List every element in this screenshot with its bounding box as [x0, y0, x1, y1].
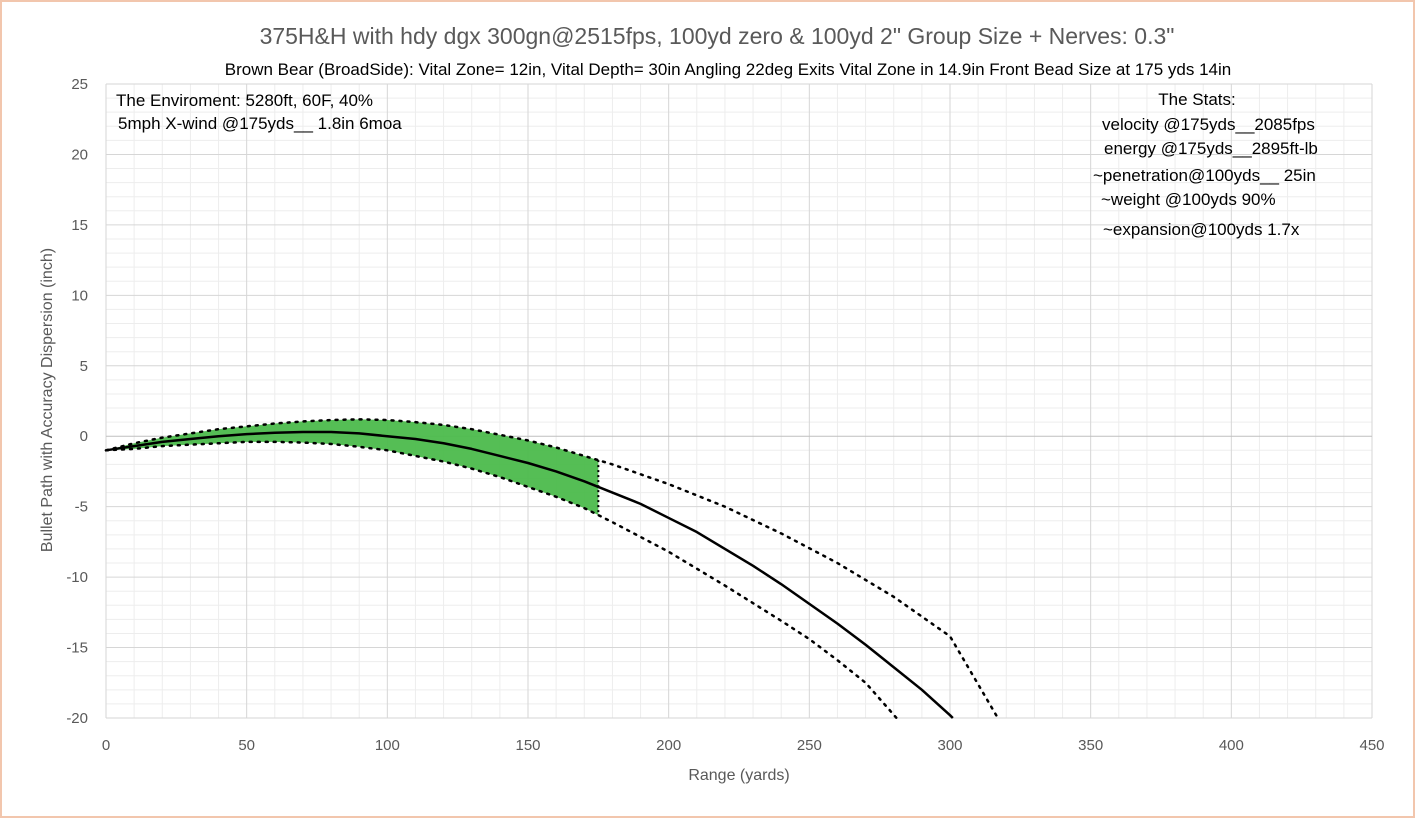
tick-labels: 0 50 100 150 200 250 300 350 400 4502520151050-5-… [66, 76, 1384, 754]
stats-weight: ~weight @100yds 90% [1101, 190, 1276, 209]
x-tick-label: 50 [238, 737, 255, 754]
y-tick-label: 25 [71, 76, 88, 93]
x-tick-label: 450 [1359, 737, 1384, 754]
stats-velocity: velocity @175yds__2085fps [1102, 115, 1315, 134]
chart-title: 375H&H with hdy dgx 300gn@2515fps, 100yd… [260, 23, 1175, 49]
major-gridlines [105, 83, 1373, 719]
upper-dispersion-line [104, 418, 1000, 720]
y-tick-label: 10 [71, 287, 88, 304]
y-tick-label: 15 [71, 217, 88, 234]
environment-line-1: The Enviroment: 5280ft, 60F, 40% [116, 91, 373, 110]
y-tick-label: 5 [80, 358, 88, 375]
y-tick-label: -20 [66, 710, 88, 727]
x-tick-label: 350 [1078, 737, 1103, 754]
chart-subtitle: Brown Bear (BroadSide): Vital Zone= 12in… [225, 60, 1231, 79]
lower-dispersion-line [104, 440, 898, 720]
y-tick-label: -5 [75, 499, 88, 516]
y-axis-title: Bullet Path with Accuracy Dispersion (in… [39, 248, 56, 552]
x-tick-label: 100 [375, 737, 400, 754]
trajectory-lines [104, 418, 1000, 720]
x-tick-label: 300 [937, 737, 962, 754]
x-tick-label: 200 [656, 737, 681, 754]
y-tick-label: 0 [80, 428, 88, 445]
x-axis-title: Range (yards) [688, 767, 789, 784]
y-tick-label: -10 [66, 569, 88, 586]
environment-line-2: 5mph X-wind @175yds__ 1.8in 6moa [118, 114, 402, 133]
x-tick-label: 0 [102, 737, 110, 754]
stats-penetration: ~penetration@100yds__ 25in [1093, 166, 1316, 185]
stats-energy: energy @175yds__2895ft-lb [1104, 139, 1318, 158]
x-tick-label: 250 [797, 737, 822, 754]
stats-title: The Stats: [1158, 90, 1235, 109]
x-tick-label: 150 [515, 737, 540, 754]
bullet-path-line [105, 430, 954, 719]
minor-gridlines [106, 84, 1372, 718]
vital-zone-band [106, 419, 600, 516]
y-tick-label: -15 [66, 640, 88, 657]
stats-expansion: ~expansion@100yds 1.7x [1103, 220, 1300, 239]
y-tick-label: 20 [71, 146, 88, 163]
x-tick-label: 400 [1219, 737, 1244, 754]
vital-zone-fill [106, 419, 599, 516]
